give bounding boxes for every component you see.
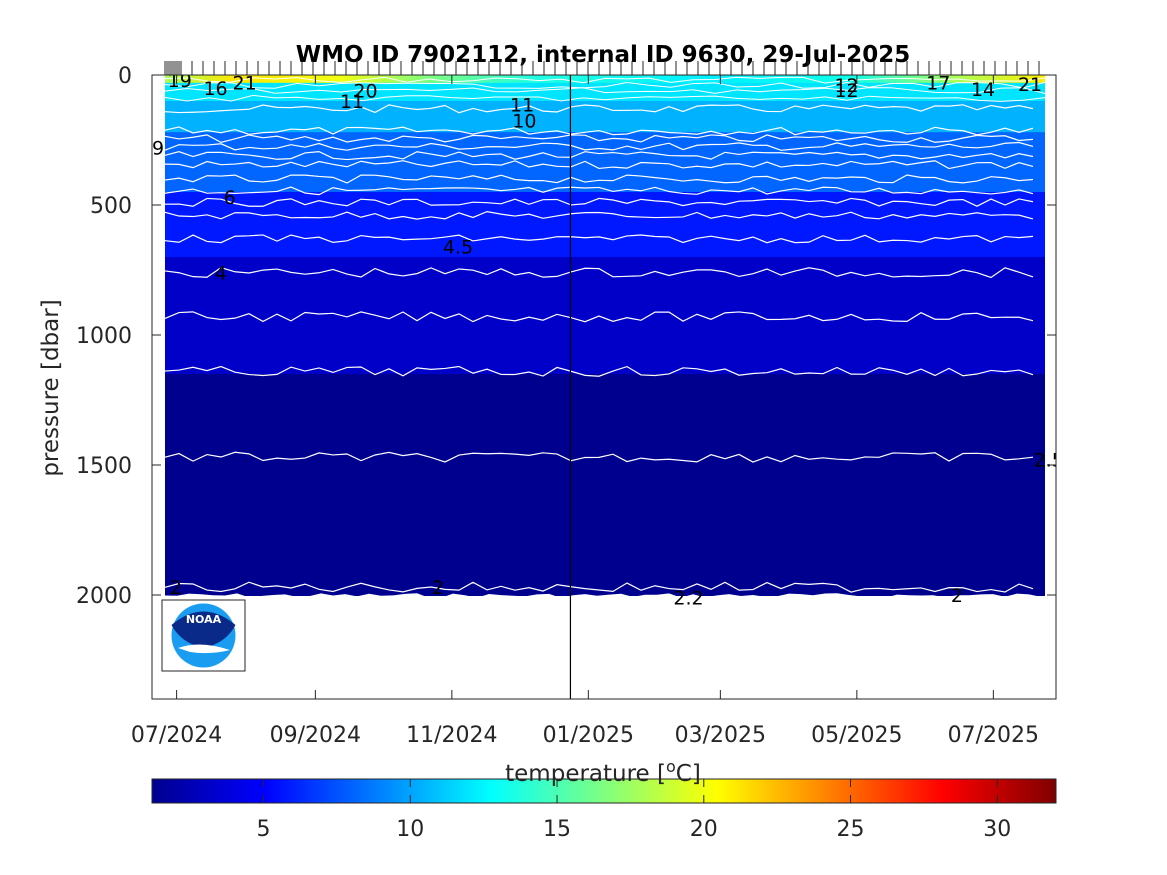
y-axis-label: pressure [dbar]	[38, 299, 64, 476]
top-profile-ticks	[164, 61, 1040, 75]
x-tick-label-2: 11/2024	[406, 723, 497, 748]
y-tick-label-4: 2000	[76, 584, 132, 609]
colorbar-tick-label-2: 15	[543, 817, 571, 842]
contour-7.5	[164, 141, 1034, 151]
contour-5.5	[164, 186, 1034, 196]
layer-deep-lower	[165, 374, 1045, 596]
contour-9	[164, 126, 1034, 136]
contour-label-14: 4.5	[443, 236, 473, 258]
contour-label-17: 2	[170, 577, 182, 599]
colorbar-tick-label-5: 30	[983, 817, 1011, 842]
contour-label-18: 2	[432, 577, 444, 599]
contour-label-1: 16	[203, 78, 227, 100]
plot-frame	[151, 74, 1057, 700]
x-tick-label-0: 07/2024	[131, 723, 222, 748]
contour-6	[164, 174, 1034, 184]
noaa-logo: NOAA	[161, 599, 246, 672]
x-tick-label-1: 09/2024	[270, 723, 361, 748]
contour-label-9: 17	[926, 73, 950, 95]
temperature-field	[165, 75, 1045, 615]
contour-label-7: 12	[834, 75, 858, 97]
x-tick-label-5: 05/2025	[811, 723, 902, 748]
contour-surface-20	[164, 76, 1046, 84]
contour-label-16: 2.5	[1034, 450, 1064, 472]
y-axis: 0 500 1000 1500 2000	[76, 64, 1056, 609]
layer-surface-warm	[165, 75, 1045, 84]
chart-title: WMO ID 7902112, internal ID 9630, 29-Jul…	[296, 42, 911, 68]
colorbar-tick-label-0: 5	[257, 817, 271, 842]
colorbar-ticks: 5 10 15 20 25 30	[257, 779, 1011, 842]
noaa-logo-text: NOAA	[186, 613, 222, 626]
contour-7	[164, 151, 1034, 161]
data-bottom-edge	[165, 593, 1045, 615]
y-tick-label-2: 1000	[76, 324, 132, 349]
contour-3	[164, 365, 1034, 377]
contour-lines	[164, 76, 1046, 593]
colorbar-tick-label-1: 10	[396, 817, 424, 842]
x-axis: 07/2024 09/2024 11/2024 01/2025 03/2025 05/20…	[131, 75, 1039, 748]
contour-surface-90	[164, 94, 1046, 102]
contour-label-15: 4	[215, 262, 227, 284]
colorbar-frame	[151, 778, 1057, 804]
colorbar-tick-label-4: 25	[837, 817, 865, 842]
contour-4	[164, 267, 1034, 279]
x-tick-label-6: 07/2025	[948, 723, 1039, 748]
contour-4.5	[164, 234, 1034, 244]
contour-label-0: 19	[168, 70, 192, 92]
y-tick-label-3: 1500	[76, 454, 132, 479]
layer-thermocline	[165, 132, 1045, 193]
layer-deep-upper	[165, 257, 1045, 375]
contour-label-3: 20	[353, 80, 377, 102]
x-tick-label-4: 03/2025	[675, 723, 766, 748]
contour-surface-60	[164, 87, 1046, 94]
contour-3.5	[164, 311, 1034, 323]
contour-10	[164, 104, 1034, 114]
contour-label-20: 2	[951, 585, 963, 607]
y-tick-label-1: 500	[90, 194, 132, 219]
colorbar-tick-label-3: 20	[690, 817, 718, 842]
contour-label-12: 9	[152, 138, 164, 160]
x-tick-label-3: 01/2025	[543, 723, 634, 748]
contour-label-19: 2.2	[673, 587, 703, 609]
contour-6.5	[164, 160, 1034, 170]
contour-label-11: 21	[1018, 74, 1042, 96]
layer-upper-thermocline	[165, 101, 1045, 134]
contour-surface-40	[164, 81, 1046, 89]
contour-2	[164, 581, 1034, 593]
colorbar	[151, 778, 1057, 804]
contour-8	[164, 134, 1034, 144]
contour-label-2: 21	[233, 73, 257, 95]
y-tick-label-0: 0	[118, 64, 132, 89]
contour-label-13: 6	[224, 187, 236, 209]
colorbar-label-sup: o	[666, 757, 676, 776]
contour-5	[164, 197, 1034, 207]
colorbar-label-unit: C]	[676, 761, 701, 787]
contour-4.75	[164, 210, 1034, 220]
contour-label-8: 12	[834, 80, 858, 102]
contour-label-6: 10	[512, 110, 536, 132]
colorbar-label-text: temperature [	[505, 761, 666, 787]
contour-2.5	[164, 451, 1034, 463]
contour-label-4: 11	[340, 91, 364, 113]
contour-label-5: 11	[510, 95, 534, 117]
colorbar-label: temperature [oC]	[505, 757, 701, 787]
contour-label-10: 14	[971, 79, 995, 101]
